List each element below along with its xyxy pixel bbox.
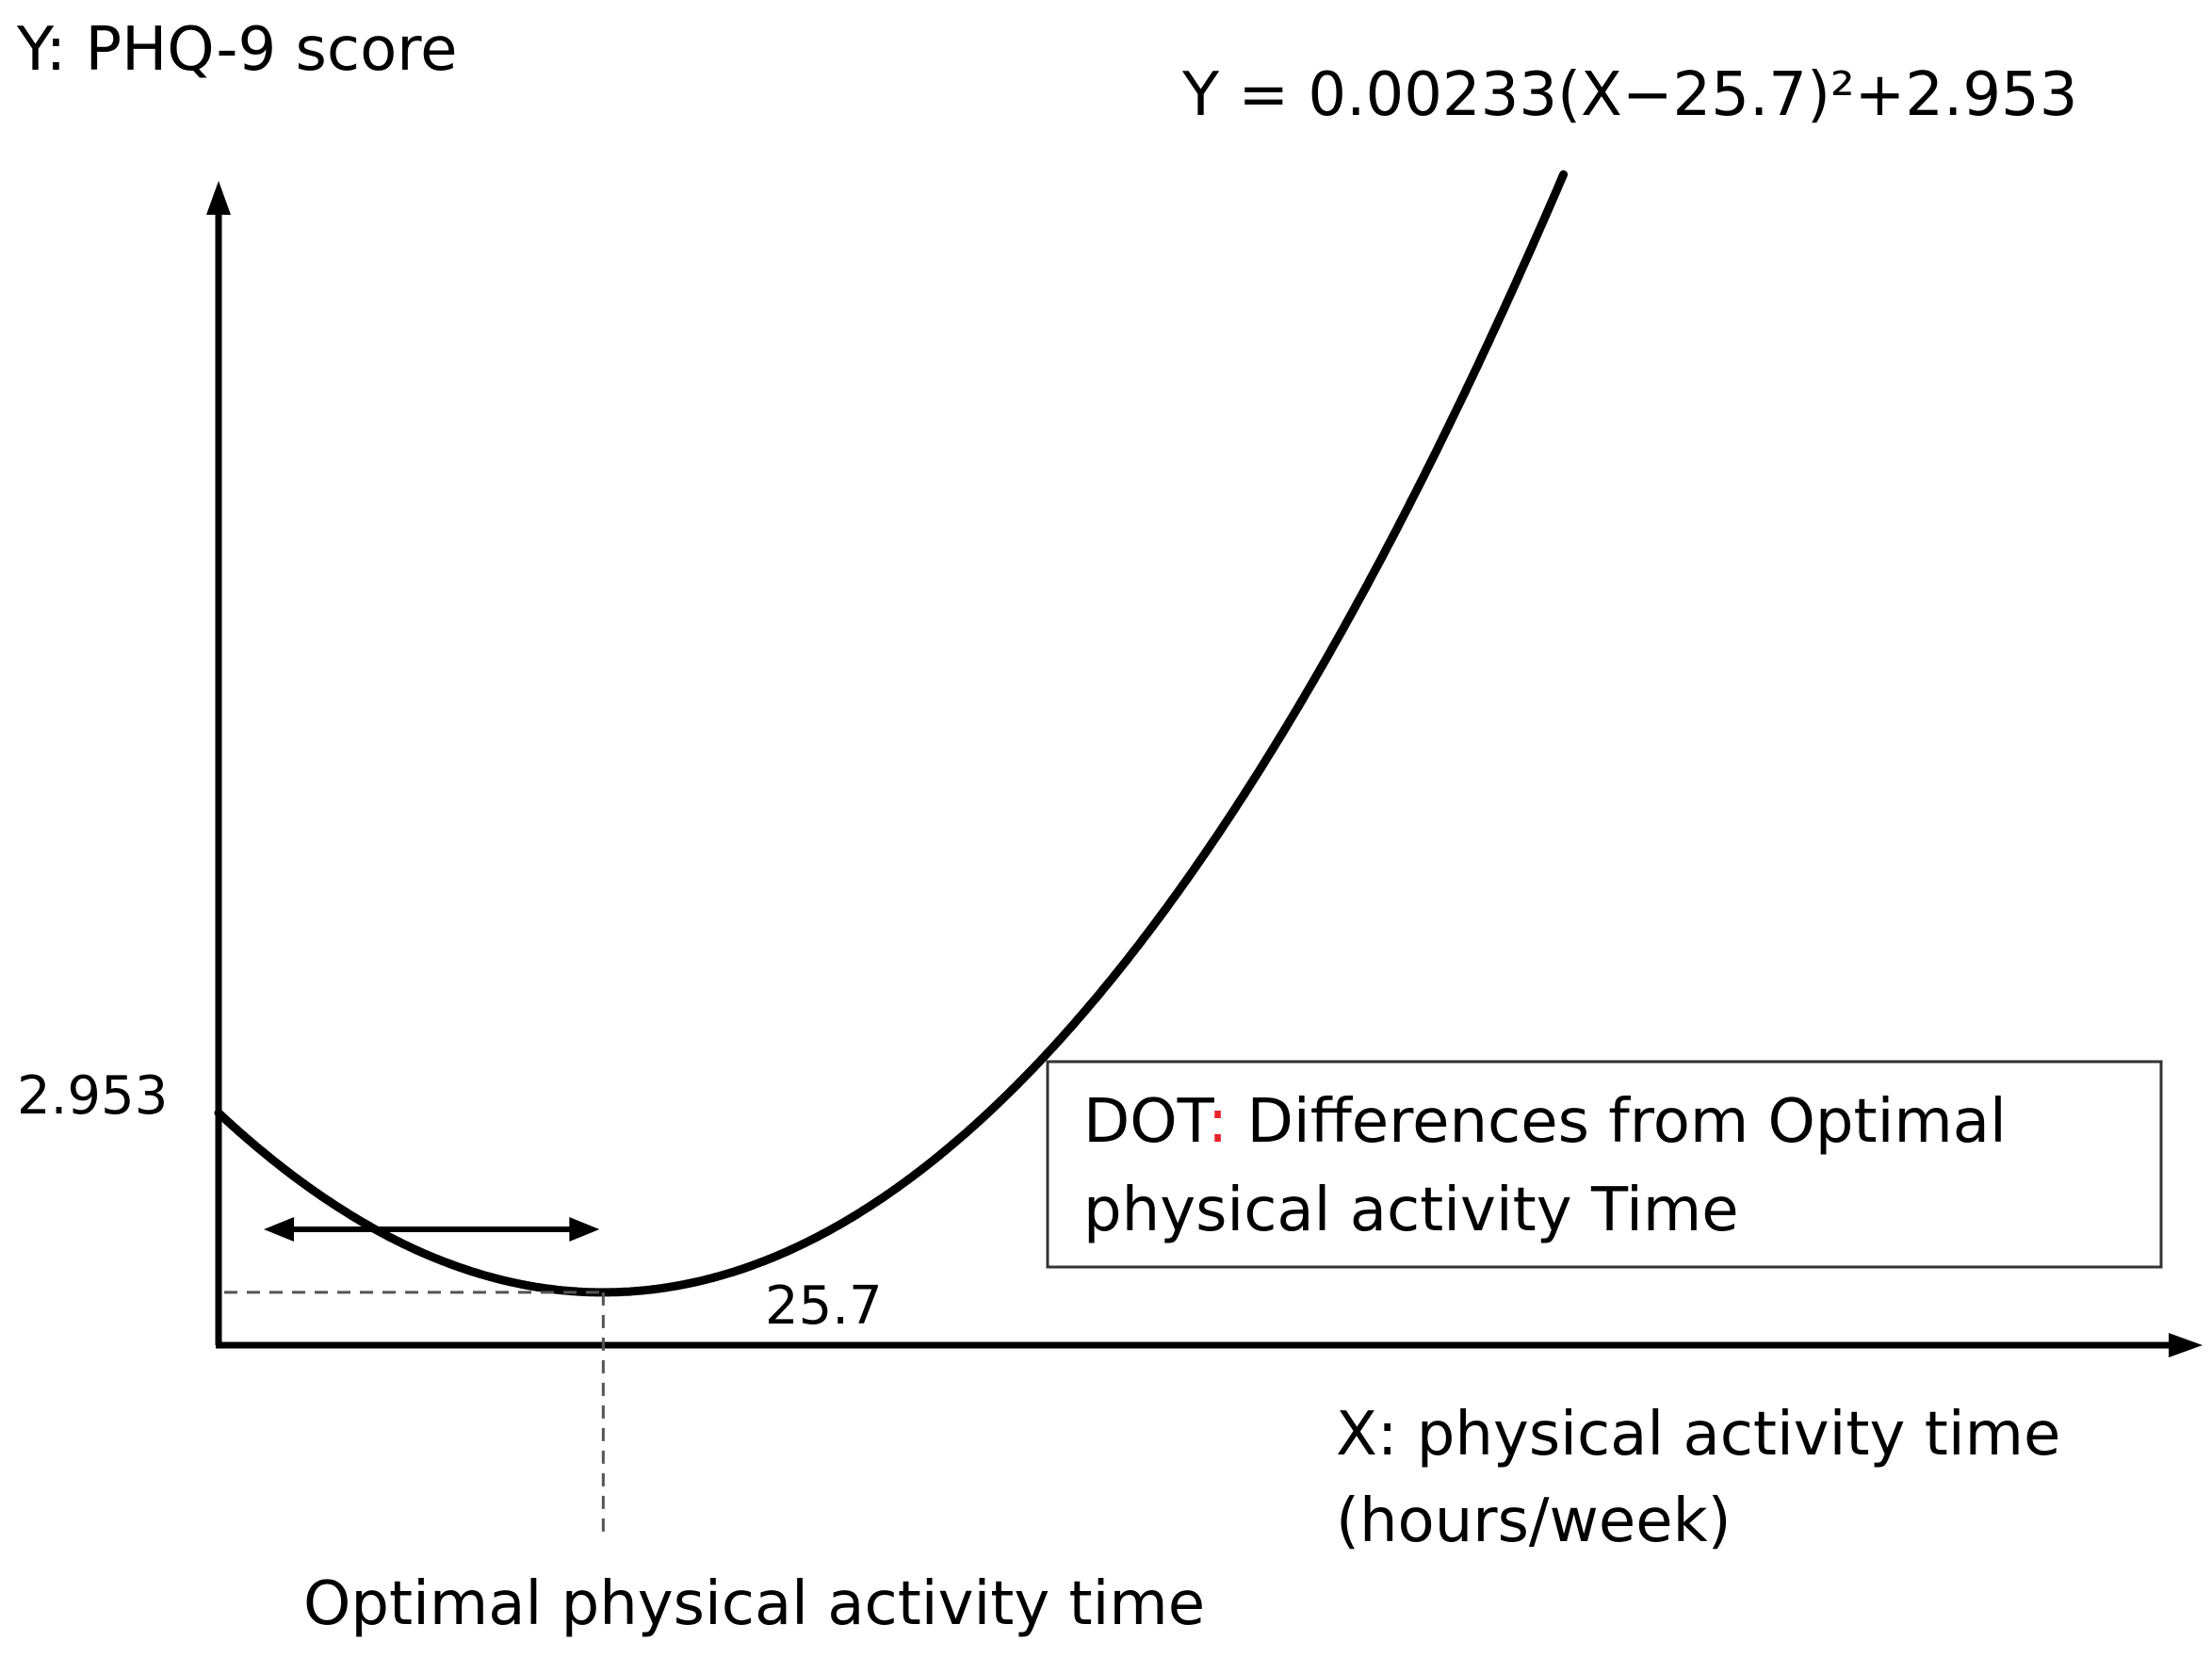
x-axis-label-line2: (hours/week) xyxy=(1336,1486,1732,1556)
legend-line1: DOT: Differences from Optimal xyxy=(1083,1087,2007,1157)
legend-line2: physical activity Time xyxy=(1083,1176,1739,1245)
series-line-phq9 xyxy=(214,170,1569,1297)
x-axis-label-line1: X: physical activity time xyxy=(1336,1400,2060,1470)
legend-box xyxy=(1046,1060,2163,1269)
dot-arrow-left-icon xyxy=(264,1217,294,1242)
equation-label: Y = 0.00233(X−25.7)²+2.953 xyxy=(1181,60,2077,130)
vertex-x-label: 25.7 xyxy=(765,1275,883,1337)
legend-line1-text: Differences from Optimal xyxy=(1228,1087,2006,1157)
vertex-y-label: 2.953 xyxy=(17,1065,168,1127)
optimal-label: Optimal physical activity time xyxy=(303,1569,1205,1639)
x-axis-arrow-icon xyxy=(2169,1333,2203,1357)
dot-arrow-right-icon xyxy=(569,1217,600,1242)
legend: DOT: Differences from Optimal physical a… xyxy=(1046,1060,2163,1269)
legend-colon: : xyxy=(1208,1087,1228,1157)
y-axis-arrow-icon xyxy=(206,181,231,215)
y-axis-label: Y: PHQ-9 score xyxy=(16,15,458,85)
legend-dot-prefix: DOT xyxy=(1083,1087,1215,1157)
